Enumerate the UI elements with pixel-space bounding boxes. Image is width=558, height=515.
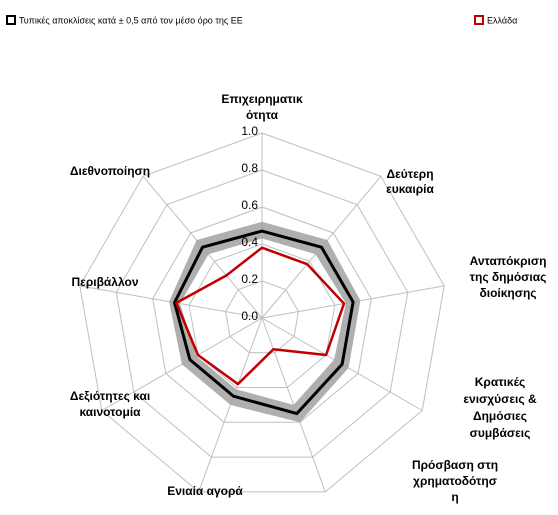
tick-label: 0.8 [241, 161, 258, 175]
legend-swatch [474, 15, 484, 25]
grid-ring [115, 169, 409, 458]
tick-label: 0.6 [241, 198, 258, 212]
axis-label: Πρόσβαση στη [412, 458, 498, 472]
axis-label: Δεύτερη [386, 167, 433, 181]
axis-label: Ενιαία αγορά [167, 484, 243, 498]
axis-label: Δημόσιες [473, 409, 527, 423]
axis-label: διοίκησης [479, 286, 536, 300]
axis-label: η [451, 490, 458, 504]
series-line [175, 246, 346, 386]
tick-label: 0.0 [241, 309, 258, 323]
grid-ring [79, 132, 445, 493]
axis-label: Περιβάλλον [71, 275, 138, 289]
axis-label: ότητα [246, 108, 279, 122]
axis-label: καινοτομία [79, 405, 141, 419]
axis-label: χρηματοδότησ [413, 474, 497, 488]
axis-label: της δημόσιας [470, 270, 547, 284]
legend-label: Ελλάδα [487, 15, 517, 25]
axis-label: ευκαιρία [386, 182, 434, 196]
axis-label: ενισχύσεις & [463, 392, 537, 406]
tick-label: 0.2 [241, 272, 258, 286]
tick-label: 1.0 [241, 124, 258, 138]
legend-swatch [6, 15, 16, 25]
grid-ring [152, 206, 372, 423]
legend-label: Τυπικές αποκλίσεις κατά ± 0,5 από τον μέ… [19, 15, 243, 25]
series-line [173, 229, 355, 416]
axis-label: Κρατικές [475, 375, 526, 389]
axis-label: Επιχειρηματικ [221, 92, 303, 106]
axis-label: Ανταπόκριση [470, 254, 547, 268]
grid-ring [225, 280, 299, 354]
axis-label: Δεξιότητες και [70, 389, 150, 403]
spoke [198, 317, 263, 493]
axis-label: Διεθνοποίηση [70, 164, 150, 178]
tick-label: 0.4 [241, 235, 258, 249]
axis-label: συμβάσεις [470, 426, 531, 440]
grid-ring [188, 243, 336, 389]
